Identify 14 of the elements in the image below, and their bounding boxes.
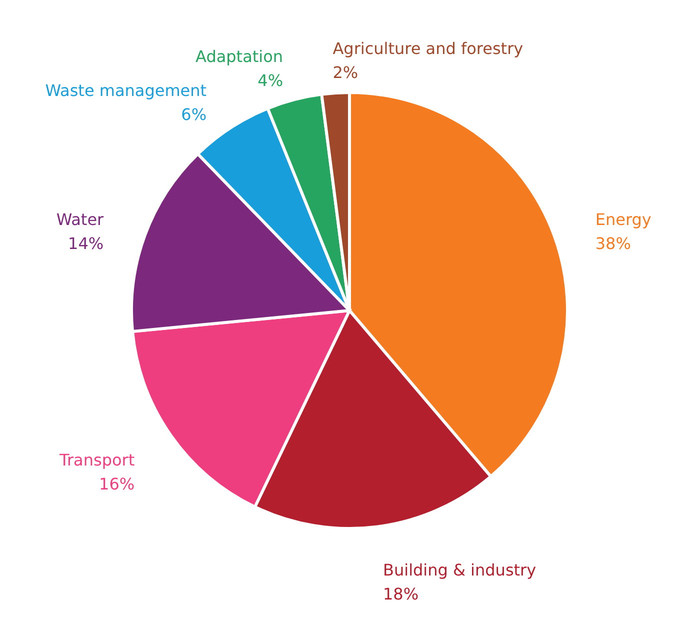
data-label: 4% <box>258 71 284 90</box>
slice-label: Adaptation <box>196 47 284 66</box>
data-label: 6% <box>181 104 207 124</box>
slice-label: Building & industry <box>383 560 536 580</box>
data-label: 14% <box>68 234 104 254</box>
data-label: 38% <box>595 234 631 254</box>
slice-label: Transport <box>58 450 135 470</box>
slice-label: Water <box>56 210 104 230</box>
slice-label: Waste management <box>45 80 207 100</box>
data-label: 18% <box>383 584 419 604</box>
slice-label: Agriculture and forestry <box>332 39 524 58</box>
slice-label: Energy <box>595 210 652 230</box>
data-label: 16% <box>99 474 135 494</box>
data-label: 2% <box>332 63 358 82</box>
